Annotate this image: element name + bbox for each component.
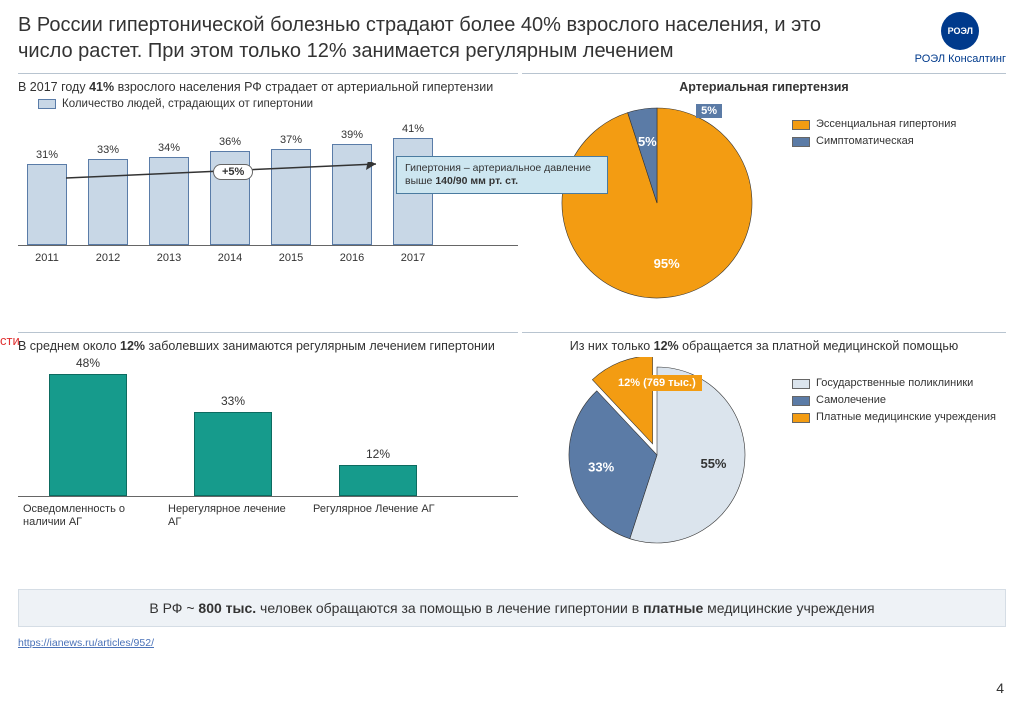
legend-label: Симптоматическая bbox=[816, 135, 914, 147]
bar-category: Осведомленность о наличии АГ bbox=[23, 503, 153, 529]
footer-suffix: медицинские учреждения bbox=[703, 600, 874, 616]
panel3-title: В среднем около 12% заболевших занимаютс… bbox=[18, 339, 518, 353]
bar-rect bbox=[49, 374, 127, 496]
bar: 34% bbox=[145, 142, 193, 245]
legend-item: Эссенциальная гипертония bbox=[792, 118, 1006, 130]
legend-label: Государственные поликлиники bbox=[816, 377, 973, 389]
bar-category: 2015 bbox=[267, 252, 315, 264]
bar-value: 41% bbox=[389, 123, 437, 135]
bar-value: 39% bbox=[328, 129, 376, 141]
footer-summary: В РФ ~ 800 тыс. человек обращаются за по… bbox=[18, 589, 1006, 627]
bar-category: 2017 bbox=[389, 252, 437, 264]
footer-prefix: В РФ ~ bbox=[149, 600, 198, 616]
legend-label: Платные медицинские учреждения bbox=[816, 411, 996, 423]
bar-category: 2016 bbox=[328, 252, 376, 264]
bar-chart-1: +5% Гипертония – артериальное давление в… bbox=[18, 116, 518, 311]
panel1-title-prefix: В 2017 году bbox=[18, 80, 89, 94]
bar-value: 31% bbox=[23, 149, 71, 161]
bar: 36% bbox=[206, 136, 254, 245]
pie2-legend: Государственные поликлиники Самолечение Пл… bbox=[792, 357, 1006, 573]
footer-bold2: платные bbox=[643, 600, 703, 616]
panel-treatment-rates: В среднем около 12% заболевших занимаютс… bbox=[18, 332, 518, 583]
bar-category: 2014 bbox=[206, 252, 254, 264]
logo-icon: РОЭЛ bbox=[941, 12, 979, 50]
pie1-legend: Эссенциальная гипертония Симптоматическая bbox=[792, 98, 1006, 328]
pie-slice-label: 95% bbox=[654, 256, 680, 271]
bar: 33% bbox=[168, 394, 298, 496]
footer-bold1: 800 тыс. bbox=[198, 600, 256, 616]
bar-rect bbox=[27, 164, 67, 245]
bar-rect bbox=[332, 144, 372, 245]
bar-value: 34% bbox=[145, 142, 193, 154]
bar-category: Регулярное Лечение АГ bbox=[313, 503, 443, 529]
panel1-legend-text: Количество людей, страдающих от гипертон… bbox=[62, 98, 313, 110]
bar-value: 12% bbox=[313, 447, 443, 461]
legend-swatch bbox=[38, 99, 56, 109]
definition-text: Гипертония – артериальное давление выше … bbox=[405, 162, 591, 187]
bar: 48% bbox=[23, 356, 153, 496]
panel4-title-suffix: обращается за платной медицинской помощь… bbox=[679, 339, 959, 353]
bar-category: Нерегулярное лечение АГ bbox=[168, 503, 298, 529]
pie-small-label: 5% bbox=[696, 104, 722, 118]
pie-slice-label: 55% bbox=[700, 456, 726, 471]
bar-value: 36% bbox=[206, 136, 254, 148]
bar-value: 37% bbox=[267, 134, 315, 146]
bar: 12% bbox=[313, 447, 443, 496]
legend-swatch bbox=[792, 396, 810, 406]
bar: 37% bbox=[267, 134, 315, 245]
legend-label: Самолечение bbox=[816, 394, 886, 406]
bar-category: 2011 bbox=[23, 252, 71, 264]
legend-item: Самолечение bbox=[792, 394, 1006, 406]
logo: РОЭЛ РОЭЛ Консалтинг bbox=[915, 12, 1006, 65]
pie-slice-label: 33% bbox=[588, 459, 614, 474]
source-link[interactable]: https://ianews.ru/articles/952/ bbox=[18, 637, 1006, 649]
logo-text: РОЭЛ Консалтинг bbox=[915, 53, 1006, 65]
panel-hypertension-types: Артериальная гипертензия 95% 5% 5% Эссенци… bbox=[522, 73, 1006, 328]
bar-value: 33% bbox=[84, 144, 132, 156]
bar: 33% bbox=[84, 144, 132, 245]
panel1-title-suffix: взрослого населения РФ страдает от артер… bbox=[114, 80, 493, 94]
panel1-title: В 2017 году 41% взрослого населения РФ с… bbox=[18, 80, 518, 94]
page-number: 4 bbox=[996, 680, 1004, 696]
legend-swatch bbox=[792, 379, 810, 389]
legend-label: Эссенциальная гипертония bbox=[816, 118, 956, 130]
panel3-title-bold: 12% bbox=[120, 339, 145, 353]
panel4-title: Из них только 12% обращается за платной … bbox=[522, 339, 1006, 353]
panel1-legend: Количество людей, страдающих от гипертон… bbox=[38, 98, 518, 110]
pie-callout-label: 12% (769 тыс.) bbox=[612, 375, 702, 391]
pie-slice-label: 5% bbox=[638, 134, 657, 149]
definition-callout: Гипертония – артериальное давление выше … bbox=[396, 156, 608, 194]
bar-chart-2: 48% 33% 12% Осведомленность о наличии АГ… bbox=[18, 357, 518, 547]
bar: 39% bbox=[328, 129, 376, 245]
panel-paid-care: Из них только 12% обращается за платной … bbox=[522, 332, 1006, 583]
panel3-title-suffix: заболевших занимаются регулярным лечение… bbox=[145, 339, 495, 353]
stray-text: сти bbox=[0, 333, 20, 348]
delta-badge: +5% bbox=[213, 164, 253, 180]
bar: 31% bbox=[23, 149, 71, 245]
panel2-title: Артериальная гипертензия bbox=[522, 80, 1006, 94]
panel4-title-bold: 12% bbox=[654, 339, 679, 353]
panel-prevalence-trend: В 2017 году 41% взрослого населения РФ с… bbox=[18, 73, 518, 328]
pie-chart-2: 55% 33% 12% (769 тыс.) bbox=[522, 357, 792, 573]
legend-swatch bbox=[792, 120, 810, 130]
bar-category: 2012 bbox=[84, 252, 132, 264]
bar-rect bbox=[194, 412, 272, 496]
panel4-title-prefix: Из них только bbox=[570, 339, 654, 353]
bar-rect bbox=[339, 465, 417, 496]
legend-item: Платные медицинские учреждения bbox=[792, 411, 1006, 423]
bar-category: 2013 bbox=[145, 252, 193, 264]
page-title: В России гипертонической болезнью страда… bbox=[18, 12, 838, 65]
legend-item: Симптоматическая bbox=[792, 135, 1006, 147]
bar-value: 33% bbox=[168, 394, 298, 408]
panel3-title-prefix: В среднем около bbox=[18, 339, 120, 353]
legend-item: Государственные поликлиники bbox=[792, 377, 1006, 389]
bar-value: 48% bbox=[23, 356, 153, 370]
legend-swatch bbox=[792, 413, 810, 423]
pie-chart-1: 95% 5% 5% bbox=[522, 98, 792, 328]
panel1-title-bold: 41% bbox=[89, 80, 114, 94]
footer-mid: человек обращаются за помощью в лечение … bbox=[256, 600, 643, 616]
legend-swatch bbox=[792, 137, 810, 147]
